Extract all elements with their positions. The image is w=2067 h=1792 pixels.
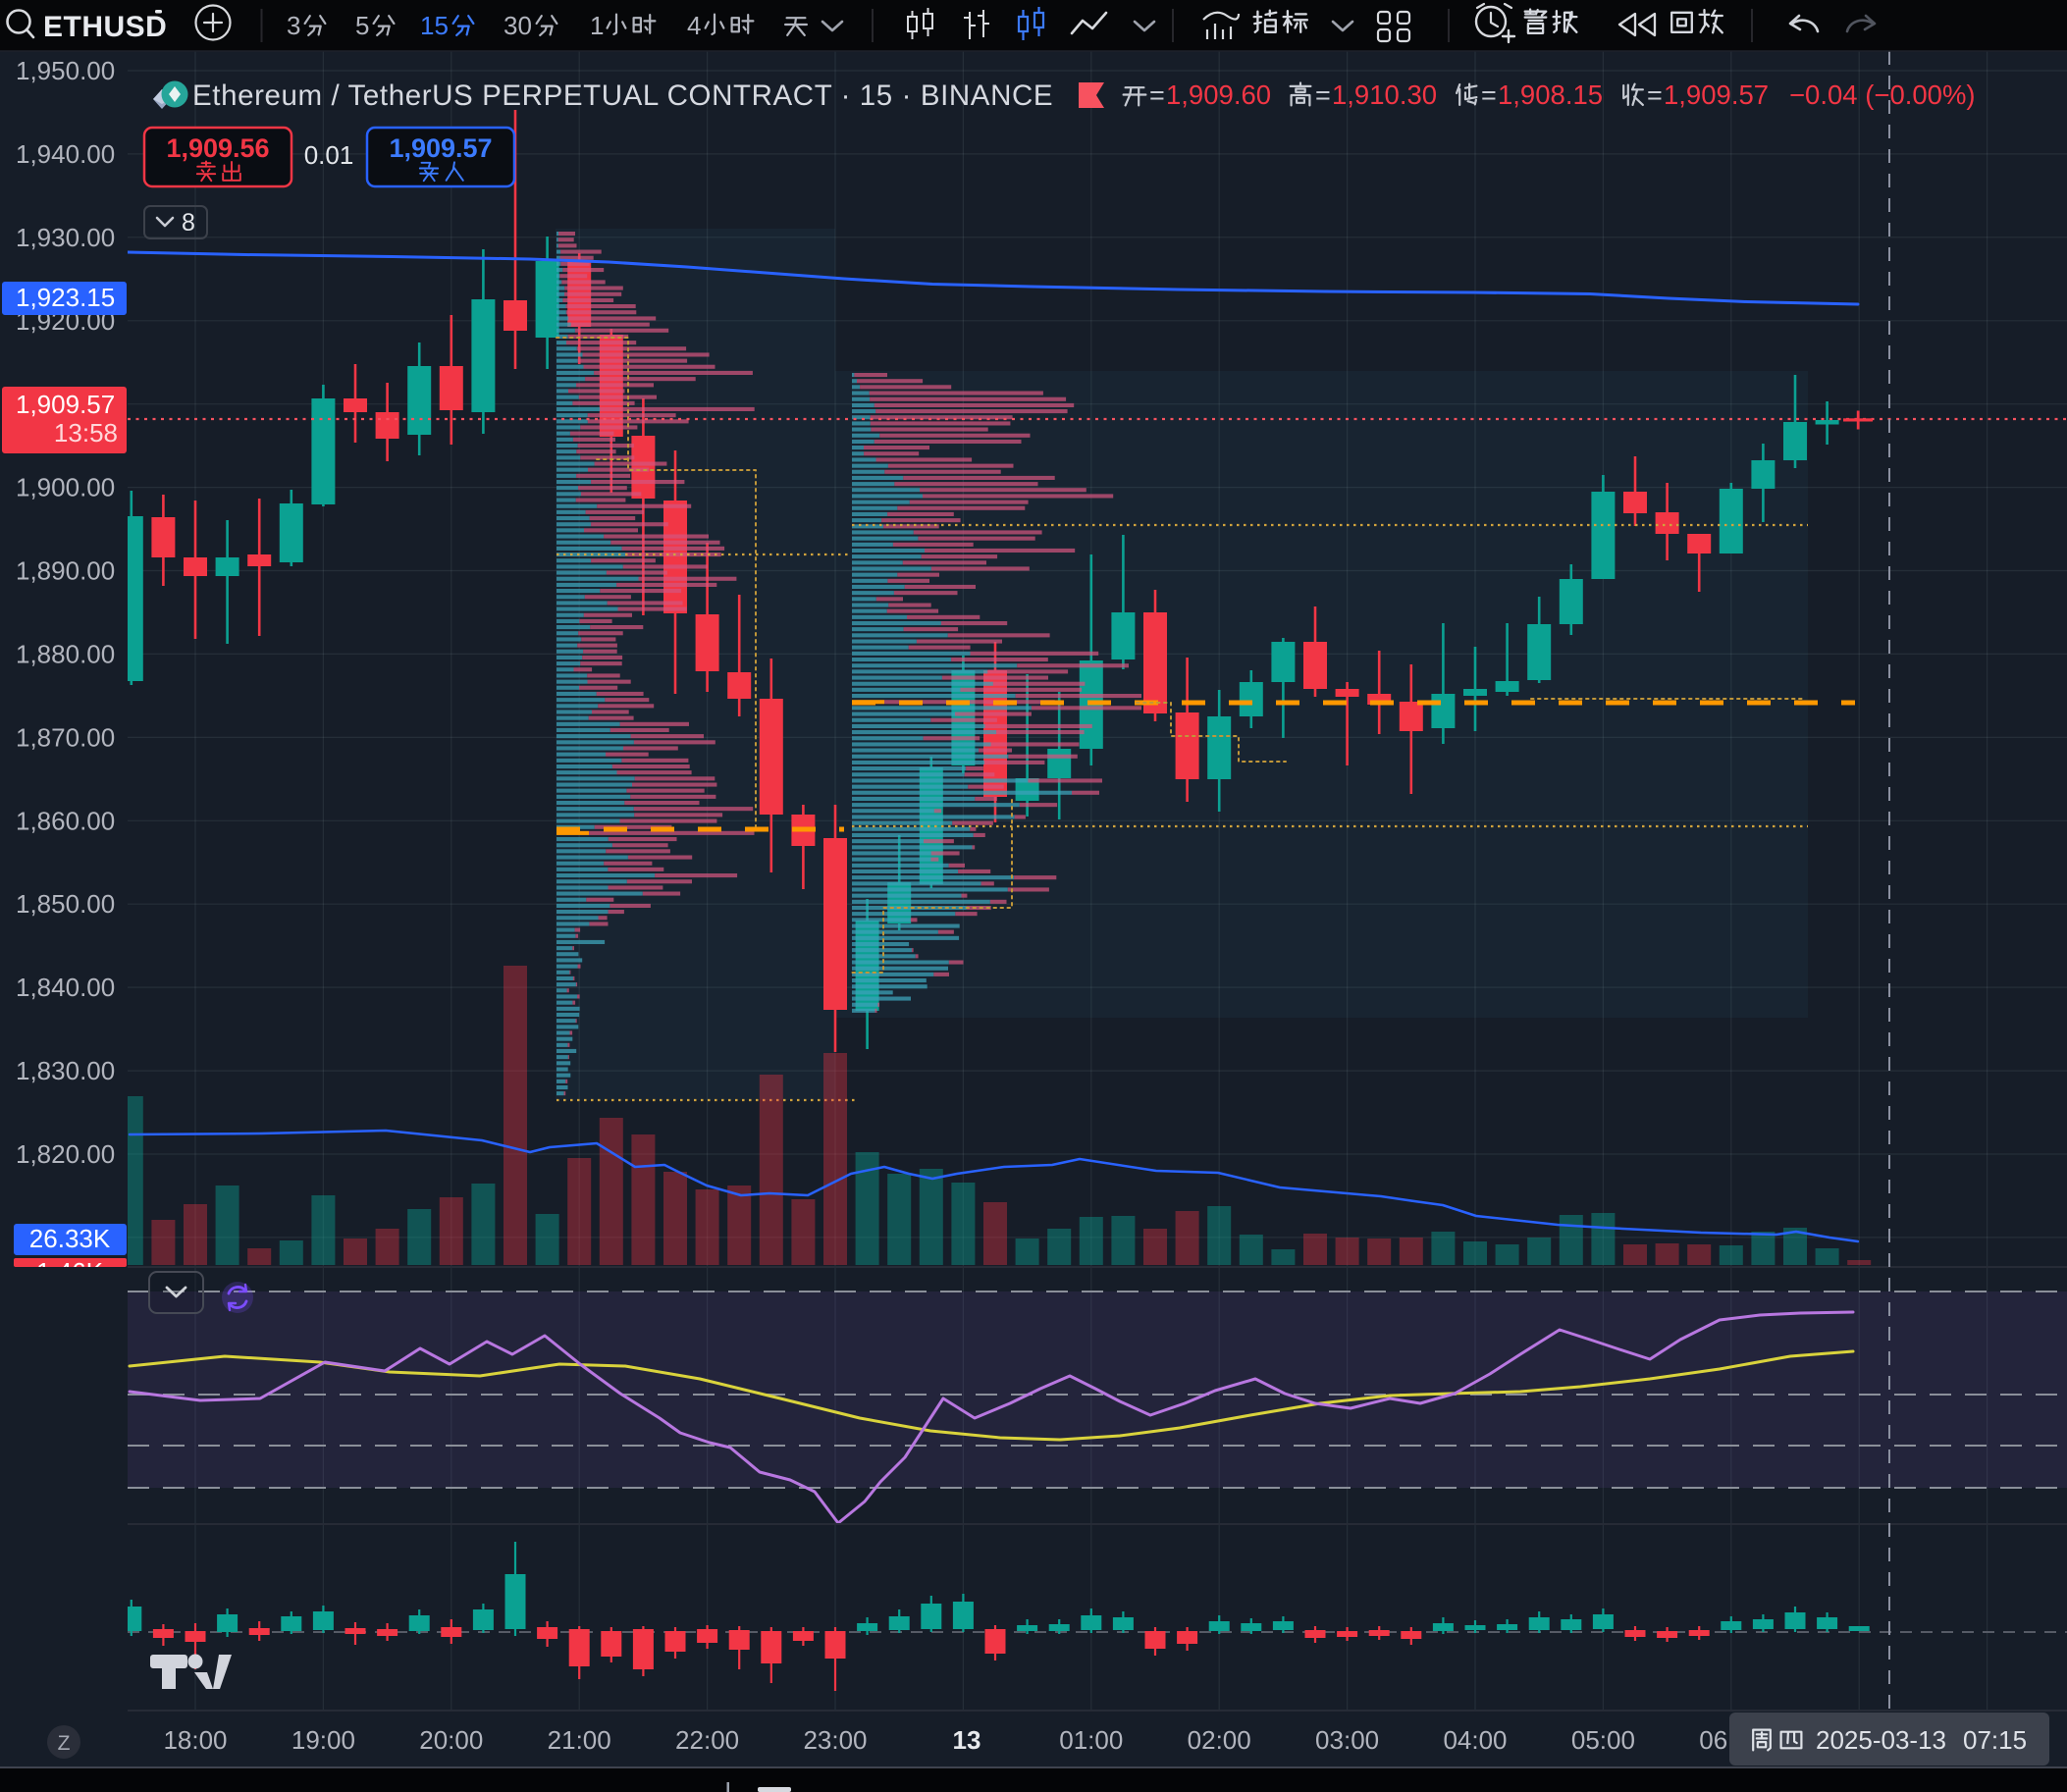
- svg-text:22:00: 22:00: [675, 1725, 739, 1755]
- svg-text:07:15: 07:15: [1963, 1725, 2027, 1755]
- svg-text:1,860.00: 1,860.00: [16, 806, 115, 835]
- svg-text:1,908.15: 1,908.15: [1498, 79, 1603, 110]
- svg-text:1,850.00: 1,850.00: [16, 889, 115, 919]
- svg-text:4: 4: [687, 11, 701, 40]
- svg-text:03:00: 03:00: [1315, 1725, 1379, 1755]
- svg-text:1,880.00: 1,880.00: [16, 639, 115, 668]
- svg-text:=: =: [1315, 80, 1331, 110]
- svg-text:23:00: 23:00: [803, 1725, 867, 1755]
- svg-text:1,840.00: 1,840.00: [16, 973, 115, 1002]
- svg-text:Ethereum / TetherUS PERPETUAL: Ethereum / TetherUS PERPETUAL CONTRACT ·…: [192, 79, 1053, 112]
- svg-text:1,930.00: 1,930.00: [16, 223, 115, 252]
- svg-text:=: =: [1647, 80, 1663, 110]
- svg-text:18:00: 18:00: [163, 1725, 227, 1755]
- svg-text:1,909.57: 1,909.57: [1664, 79, 1769, 110]
- svg-text:3: 3: [287, 11, 300, 40]
- svg-text:8: 8: [182, 209, 195, 237]
- svg-text:20:00: 20:00: [419, 1725, 483, 1755]
- svg-text:0.01: 0.01: [304, 140, 354, 170]
- svg-text:2025-03-13: 2025-03-13: [1816, 1725, 1946, 1755]
- svg-text:=: =: [1149, 80, 1165, 110]
- svg-text:1,950.00: 1,950.00: [16, 56, 115, 85]
- svg-text:1.46K: 1.46K: [36, 1257, 104, 1287]
- svg-text:1,909.56: 1,909.56: [166, 133, 269, 163]
- svg-text:1,909.57: 1,909.57: [389, 133, 492, 163]
- svg-text:1,900.00: 1,900.00: [16, 473, 115, 502]
- svg-text:Z: Z: [58, 1732, 71, 1755]
- svg-text:1,910.30: 1,910.30: [1332, 79, 1437, 110]
- svg-text:=: =: [1481, 80, 1497, 110]
- svg-text:1,830.00: 1,830.00: [16, 1056, 115, 1085]
- svg-text:1,909.60: 1,909.60: [1166, 79, 1271, 110]
- svg-text:19:00: 19:00: [292, 1725, 355, 1755]
- svg-text:−0.04 (−0.00%): −0.04 (−0.00%): [1789, 79, 1976, 110]
- svg-text:01:00: 01:00: [1059, 1725, 1123, 1755]
- svg-text:1,909.57: 1,909.57: [16, 390, 115, 419]
- svg-text:30: 30: [504, 11, 532, 40]
- svg-text:ETHUSD: ETHUSD: [43, 11, 167, 43]
- svg-text:1,820.00: 1,820.00: [16, 1139, 115, 1169]
- svg-text:26.33K: 26.33K: [29, 1224, 111, 1253]
- svg-text:21:00: 21:00: [548, 1725, 611, 1755]
- svg-text:1,870.00: 1,870.00: [16, 722, 115, 752]
- svg-text:1,890.00: 1,890.00: [16, 556, 115, 586]
- svg-text:15: 15: [420, 11, 449, 40]
- svg-text:05:00: 05:00: [1571, 1725, 1635, 1755]
- svg-text:13: 13: [953, 1725, 981, 1755]
- svg-text:5: 5: [355, 11, 369, 40]
- svg-text:04:00: 04:00: [1443, 1725, 1507, 1755]
- svg-text:1,940.00: 1,940.00: [16, 139, 115, 169]
- svg-text:13:58: 13:58: [54, 418, 118, 448]
- svg-text:1: 1: [590, 11, 604, 40]
- svg-text:1,923.15: 1,923.15: [16, 283, 115, 312]
- svg-text:02:00: 02:00: [1188, 1725, 1251, 1755]
